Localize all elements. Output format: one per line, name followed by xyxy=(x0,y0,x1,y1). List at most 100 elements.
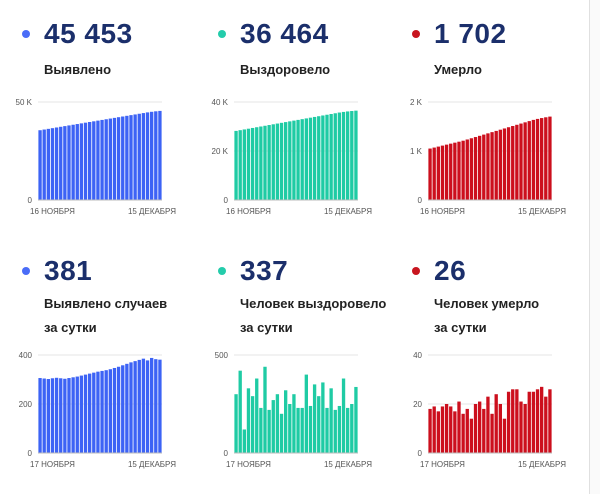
bar xyxy=(486,396,490,453)
bar xyxy=(308,117,313,200)
stat-value: 1 702 xyxy=(434,18,507,49)
bar xyxy=(449,406,453,453)
x-tick-label-end: 15 ДЕКАБРЯ xyxy=(518,460,566,469)
stat-label: Выявлено случаев за сутки xyxy=(44,292,167,340)
bar xyxy=(469,138,474,200)
stat-header: 45 453 xyxy=(22,18,133,50)
bar xyxy=(263,125,267,200)
bar xyxy=(457,141,461,200)
bar xyxy=(234,130,238,200)
stat-panel-2: 36 464 Выздоровело 0 20 K 40 K 16 НОЯБРЯ 15 … xyxy=(206,18,400,248)
bar xyxy=(428,148,432,200)
bar xyxy=(255,378,259,453)
bar xyxy=(436,411,440,453)
bar xyxy=(511,389,515,453)
bar xyxy=(125,363,129,453)
bar xyxy=(242,129,246,200)
bar xyxy=(511,126,515,200)
bar xyxy=(71,377,75,453)
bar xyxy=(312,116,317,200)
bar xyxy=(246,128,251,200)
bar xyxy=(478,401,482,453)
bar xyxy=(354,386,358,453)
bar xyxy=(158,110,162,200)
x-tick-label-start: 17 НОЯБРЯ xyxy=(30,460,75,469)
stat-value: 45 453 xyxy=(44,18,133,49)
bar xyxy=(54,377,59,453)
bar xyxy=(279,122,284,200)
bar xyxy=(279,413,284,453)
x-tick-label-end: 15 ДЕКАБРЯ xyxy=(128,460,176,469)
bar xyxy=(515,124,519,200)
bar xyxy=(304,374,308,453)
bar xyxy=(341,378,346,453)
stat-header: 337 xyxy=(218,255,288,287)
bar xyxy=(158,359,162,453)
bar xyxy=(482,134,486,200)
bar xyxy=(150,111,154,200)
bar xyxy=(242,429,246,453)
series-dot-icon xyxy=(218,30,226,38)
bar xyxy=(535,118,540,200)
bar xyxy=(502,128,507,200)
bar xyxy=(346,407,350,453)
bar-chart: 0 500 17 НОЯБРЯ 15 ДЕКАБРЯ xyxy=(215,351,373,469)
bar xyxy=(129,362,133,453)
stat-label-line: за сутки xyxy=(44,320,97,335)
bar xyxy=(284,390,288,453)
bar xyxy=(96,120,100,200)
bar xyxy=(498,129,502,200)
bar xyxy=(112,117,117,200)
x-tick-label-start: 16 НОЯБРЯ xyxy=(226,207,271,216)
y-tick-label: 0 xyxy=(418,449,423,458)
bar xyxy=(67,125,71,200)
bar xyxy=(317,116,321,200)
bar xyxy=(333,409,337,453)
bar xyxy=(88,121,92,200)
bar xyxy=(317,396,321,453)
bar xyxy=(321,115,325,200)
bar xyxy=(482,408,486,453)
bar xyxy=(498,404,502,453)
bar xyxy=(267,409,271,453)
bar xyxy=(523,122,527,200)
bar xyxy=(129,115,133,200)
bar xyxy=(296,407,300,453)
bar xyxy=(275,394,280,453)
bar xyxy=(304,118,308,200)
bar xyxy=(63,378,67,453)
stat-panel-5: 337 Человек выздоровело за сутки 0 500 17 Н… xyxy=(206,255,400,485)
stat-label: Умерло xyxy=(434,58,482,82)
bar xyxy=(321,382,325,453)
bar xyxy=(133,114,137,200)
bar xyxy=(50,128,55,200)
bar xyxy=(519,401,523,453)
bar xyxy=(75,124,79,200)
bar xyxy=(92,372,96,453)
bar xyxy=(54,127,59,200)
bar xyxy=(104,119,108,200)
bar xyxy=(292,120,296,200)
bar xyxy=(523,404,527,453)
bar xyxy=(544,396,548,453)
bar xyxy=(469,418,474,453)
bar xyxy=(308,405,313,453)
stat-value: 26 xyxy=(434,255,467,286)
y-tick-label: 500 xyxy=(215,351,229,360)
bar xyxy=(267,125,271,200)
y-tick-label: 200 xyxy=(19,400,33,409)
bar xyxy=(145,112,150,200)
series-dot-icon xyxy=(412,30,420,38)
bar xyxy=(527,391,531,453)
stat-panel-6: 26 Человек умерло за сутки 0 20 40 17 НОЯБРЯ… xyxy=(400,255,594,485)
bar xyxy=(473,404,478,453)
bar xyxy=(312,384,317,453)
bar xyxy=(465,408,469,453)
stat-label-line: Выявлено случаев xyxy=(44,296,168,311)
series-dot-icon xyxy=(412,267,420,275)
bar xyxy=(79,375,84,453)
bar xyxy=(42,129,46,200)
bar xyxy=(154,359,158,453)
bar xyxy=(337,112,342,200)
bar xyxy=(145,360,150,453)
